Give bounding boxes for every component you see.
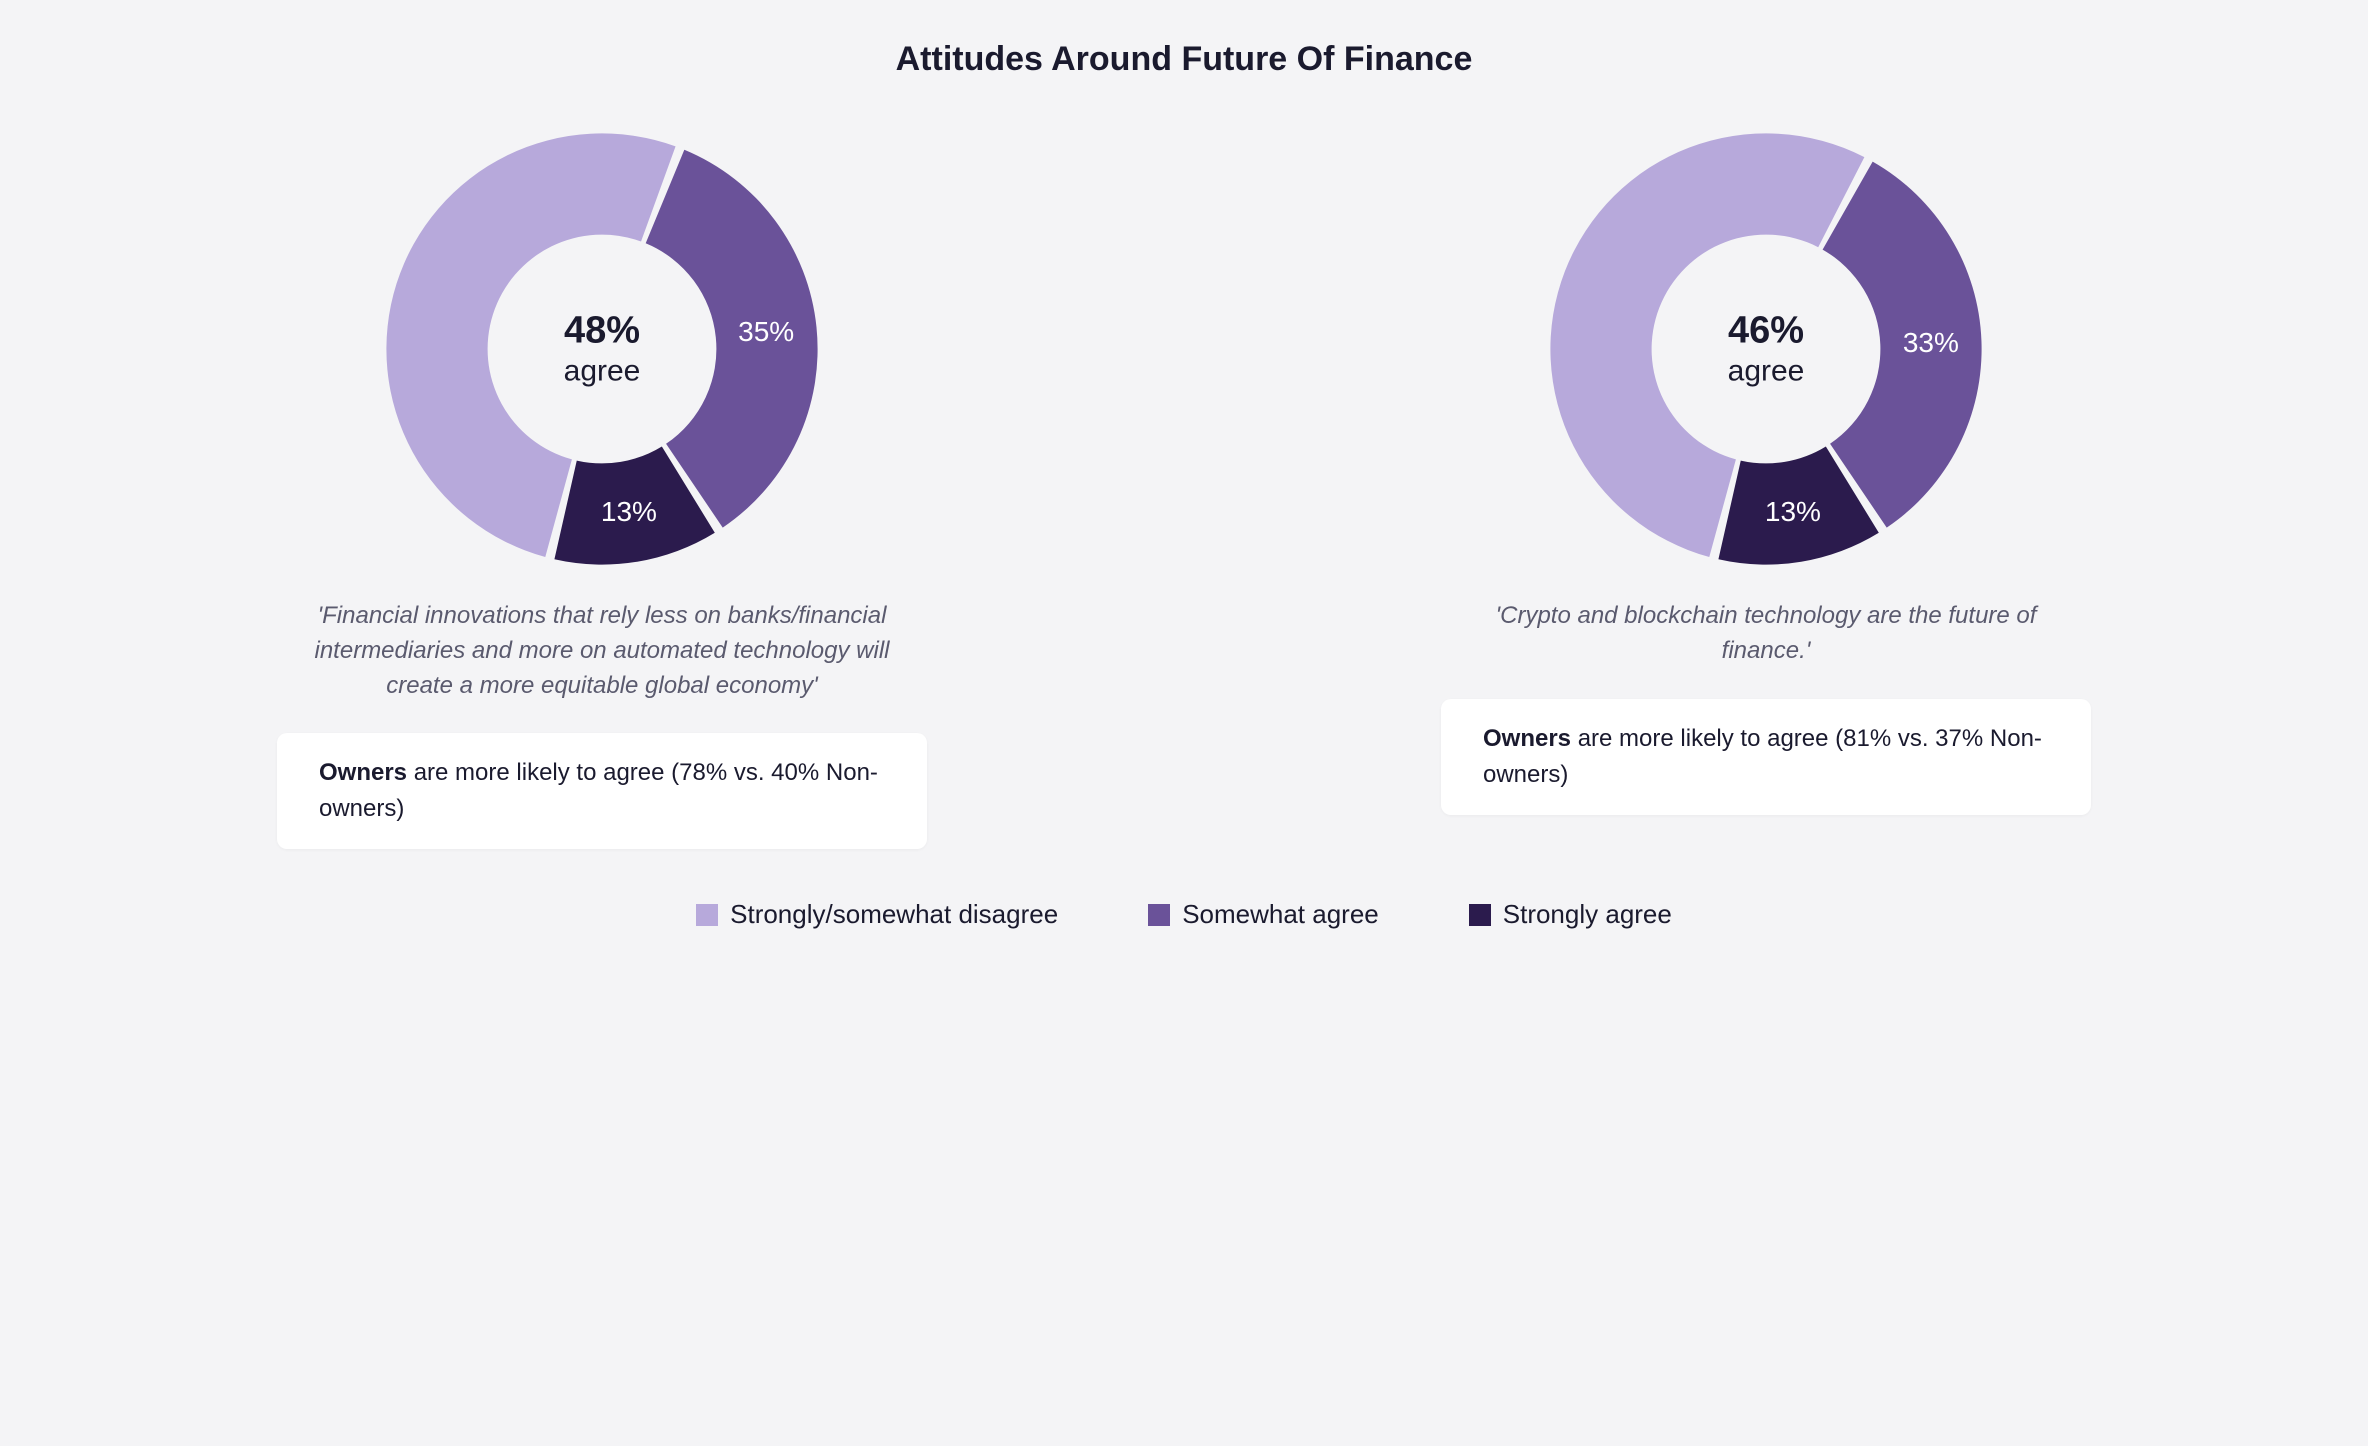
- donut-1-slice-label-2: 13%: [1765, 496, 1821, 528]
- caption-0: 'Financial innovations that rely less on…: [292, 599, 912, 703]
- caption-1: 'Crypto and blockchain technology are th…: [1456, 599, 2076, 669]
- legend-label-0: Strongly/somewhat disagree: [730, 899, 1058, 930]
- center-word-1: agree: [1728, 355, 1805, 389]
- legend-label-2: Strongly agree: [1503, 899, 1672, 930]
- center-pct-0: 48%: [564, 310, 641, 353]
- charts-row: 48% agree 35% 13% 'Financial innovations …: [60, 129, 2308, 849]
- page-title: Attitudes Around Future Of Finance: [60, 40, 2308, 79]
- donut-0: 48% agree 35% 13%: [382, 129, 822, 569]
- center-word-0: agree: [564, 355, 641, 389]
- donut-1: 46% agree 33% 13%: [1546, 129, 1986, 569]
- center-pct-1: 46%: [1728, 310, 1805, 353]
- note-strong-0: Owners: [319, 759, 407, 786]
- legend: Strongly/somewhat disagree Somewhat agre…: [60, 899, 2308, 930]
- note-strong-1: Owners: [1483, 725, 1571, 752]
- donut-0-slice-label-1: 35%: [738, 316, 794, 348]
- legend-label-1: Somewhat agree: [1182, 899, 1379, 930]
- note-box-1: Owners are more likely to agree (81% vs.…: [1441, 699, 2091, 815]
- legend-swatch-1: [1148, 904, 1170, 926]
- note-box-0: Owners are more likely to agree (78% vs.…: [277, 733, 927, 849]
- donut-center-1: 46% agree: [1728, 310, 1805, 389]
- legend-swatch-0: [696, 904, 718, 926]
- legend-item-2: Strongly agree: [1469, 899, 1672, 930]
- legend-item-1: Somewhat agree: [1148, 899, 1379, 930]
- chart-col-1: 46% agree 33% 13% 'Crypto and blockchain …: [1441, 129, 2091, 849]
- donut-center-0: 48% agree: [564, 310, 641, 389]
- donut-1-slice-label-1: 33%: [1903, 327, 1959, 359]
- donut-0-slice-label-2: 13%: [601, 496, 657, 528]
- legend-item-0: Strongly/somewhat disagree: [696, 899, 1058, 930]
- chart-col-0: 48% agree 35% 13% 'Financial innovations …: [277, 129, 927, 849]
- legend-swatch-2: [1469, 904, 1491, 926]
